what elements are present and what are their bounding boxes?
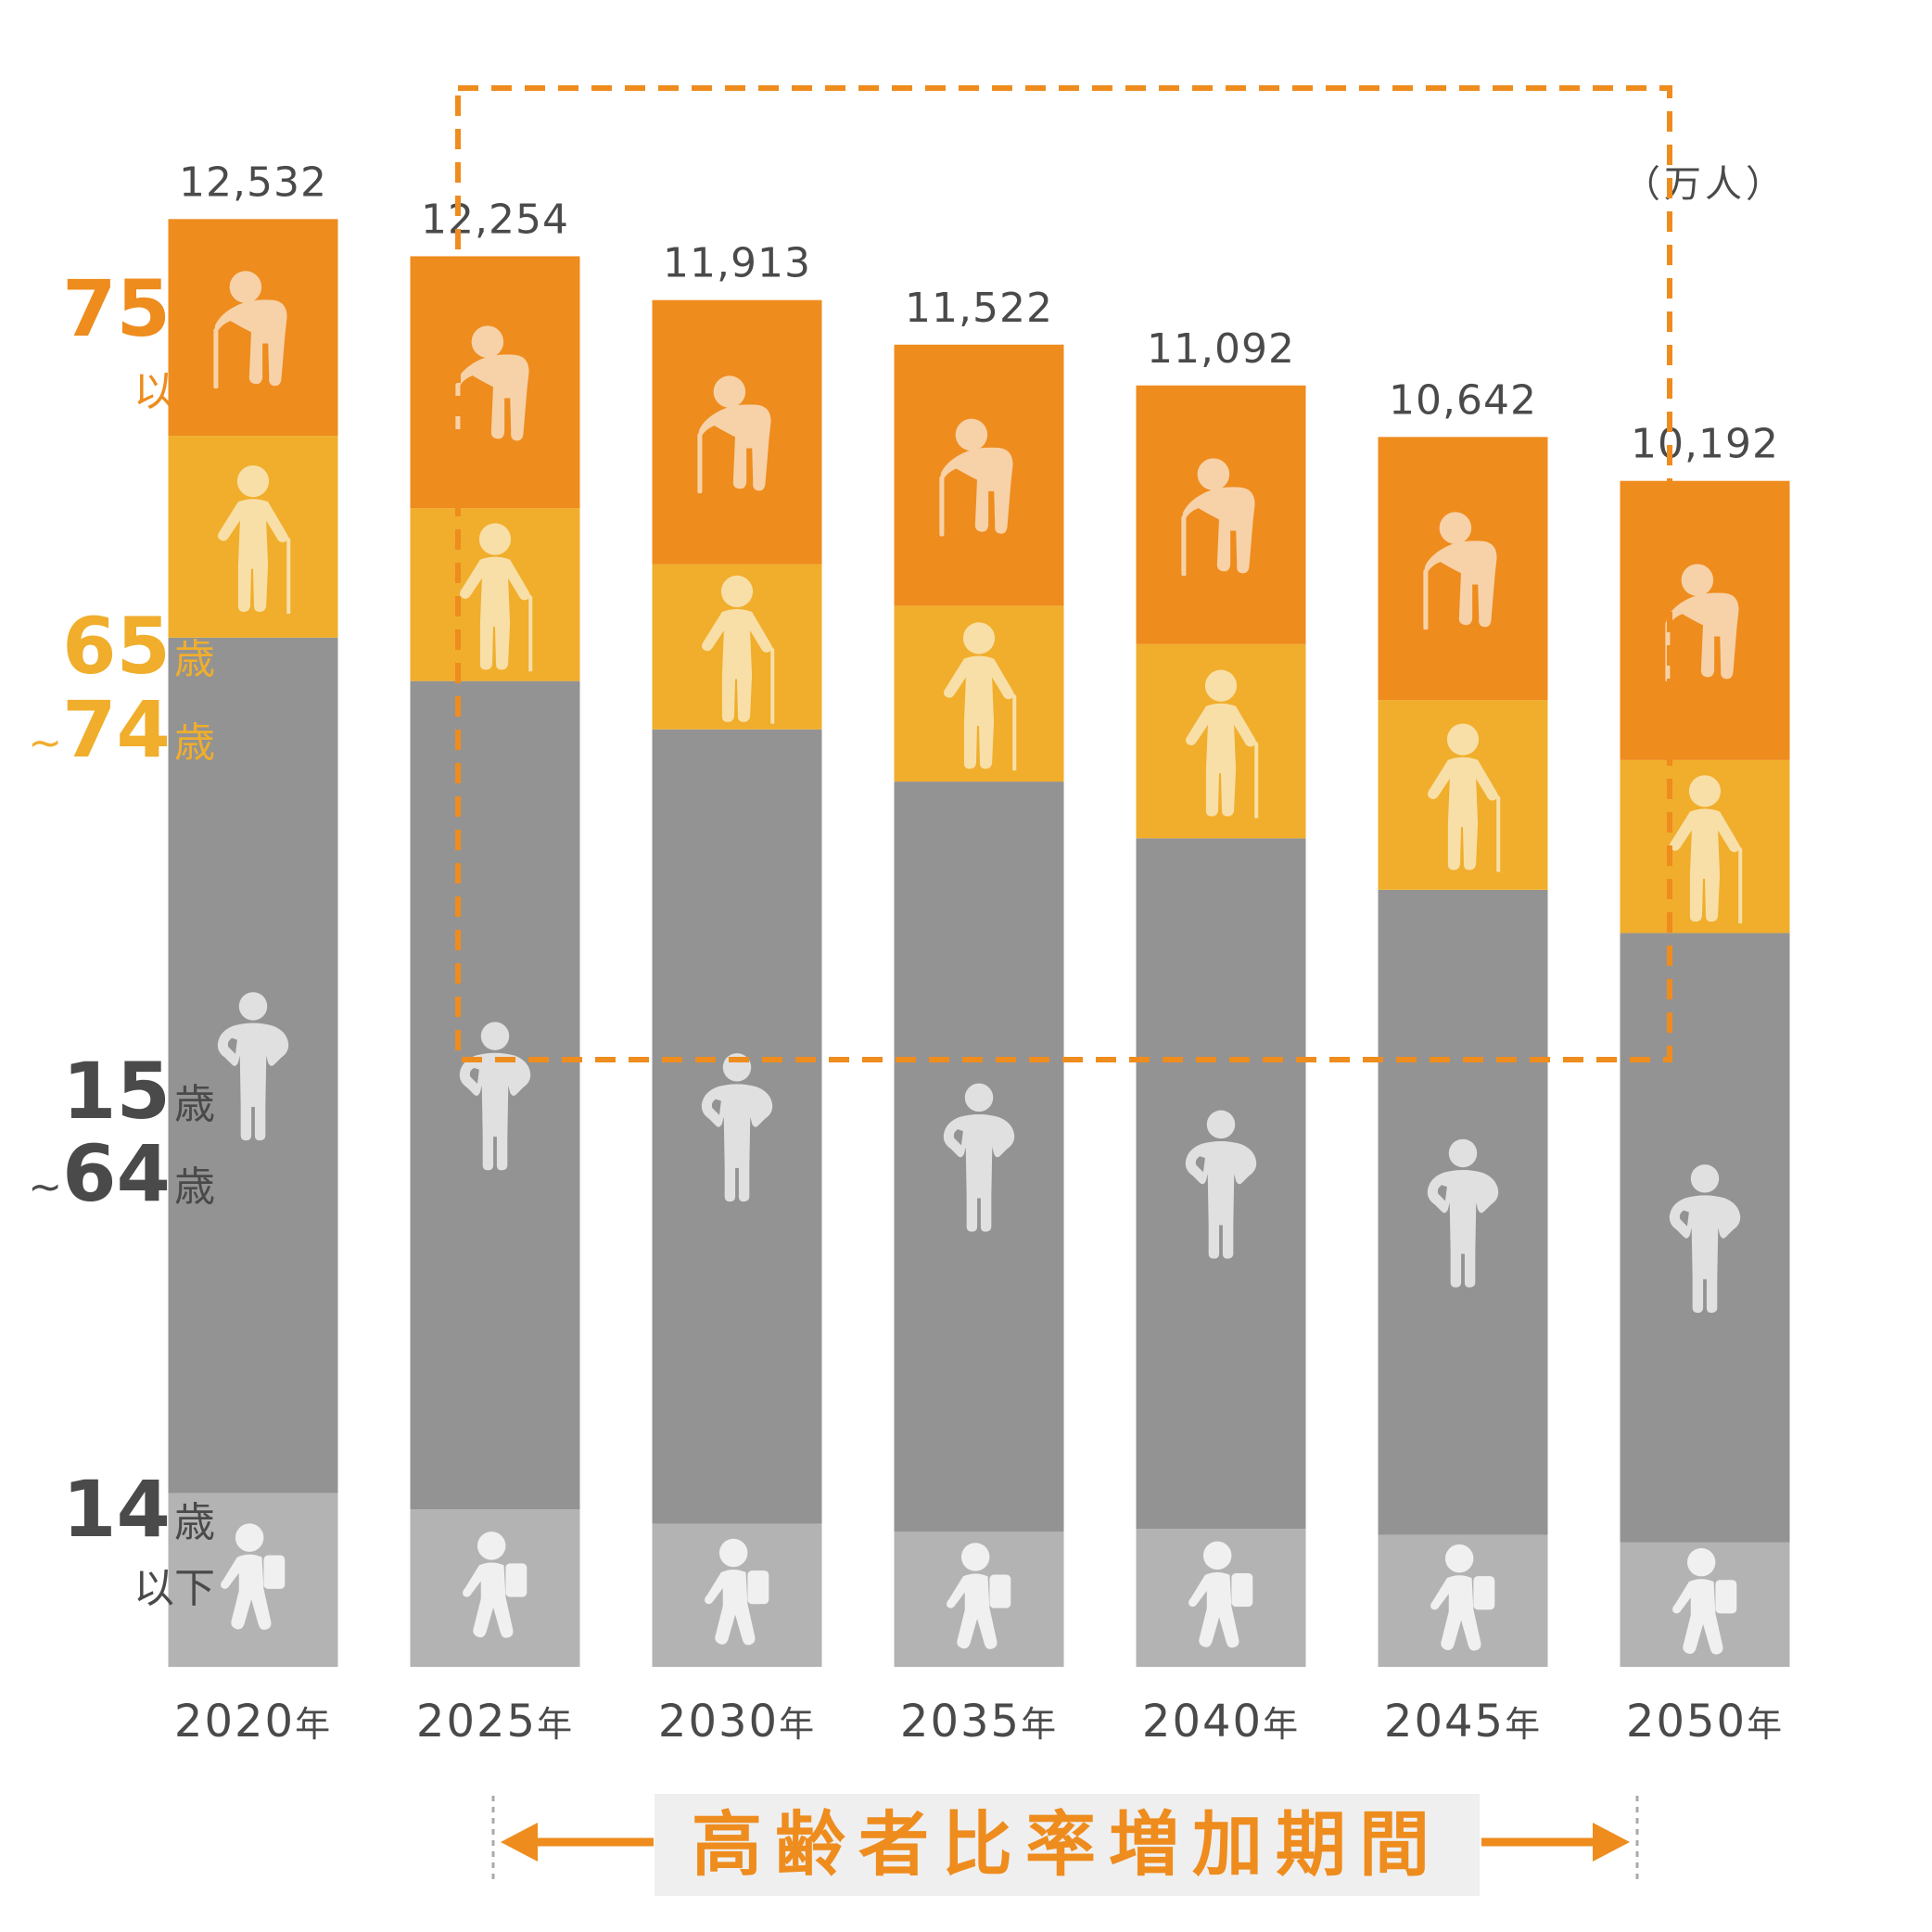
total-label: 10,192 <box>1631 421 1779 468</box>
total-label: 11,522 <box>905 285 1053 332</box>
bar-stack-2045年 <box>1378 437 1548 1667</box>
svg-text:15歳: 15歳 <box>62 1046 215 1137</box>
year-label: 2050年 <box>1626 1696 1784 1748</box>
highlight-layer: 高齢者比率増加期間 <box>455 85 1672 1896</box>
total-label: 11,913 <box>663 240 811 287</box>
legend-band-2: 15歳~64歳 <box>28 1046 215 1219</box>
period-label-box <box>655 1794 1480 1896</box>
unit-label: （万人） <box>1623 163 1786 206</box>
svg-text:~64歳: ~64歳 <box>28 1128 215 1219</box>
bar-stack-2020年 <box>168 219 338 1667</box>
year-label: 2035年 <box>900 1696 1058 1748</box>
svg-text:以下: 以下 <box>133 1565 215 1612</box>
year-label: 2025年 <box>416 1696 574 1748</box>
bar-stack-2030年 <box>652 299 822 1667</box>
bar-stack-2040年 <box>1136 385 1306 1667</box>
svg-text:以上: 以上 <box>133 368 215 415</box>
svg-text:65歳: 65歳 <box>62 601 215 692</box>
svg-text:~74歳: ~74歳 <box>28 684 215 775</box>
bar-stack-2035年 <box>894 344 1064 1667</box>
svg-text:75歳: 75歳 <box>62 263 215 354</box>
total-label: 12,254 <box>421 196 569 243</box>
bars-layer <box>168 219 1790 1667</box>
highlight-dashed-box <box>455 85 1672 1062</box>
year-label: 2030年 <box>658 1696 816 1748</box>
total-label: 11,092 <box>1147 325 1295 373</box>
total-label: 10,642 <box>1389 376 1537 424</box>
year-label: 2040年 <box>1142 1696 1300 1748</box>
labels-layer: 12,532 2020年 12,254 2025年 11,913 2030年 11,522 2… <box>174 159 1786 1748</box>
period-label: 高齢者比率増加期間 <box>692 1803 1443 1886</box>
legend-band-1: 65歳~74歳 <box>28 601 215 775</box>
bar-stack-2050年 <box>1620 480 1790 1667</box>
bar-stack-2025年 <box>410 256 580 1667</box>
right-arrow-head-icon <box>1593 1823 1630 1862</box>
left-arrow-head-icon <box>501 1823 538 1862</box>
year-label: 2045年 <box>1384 1696 1542 1748</box>
total-label: 12,532 <box>179 159 327 206</box>
svg-text:14歳: 14歳 <box>62 1464 215 1555</box>
year-label: 2020年 <box>174 1696 332 1748</box>
